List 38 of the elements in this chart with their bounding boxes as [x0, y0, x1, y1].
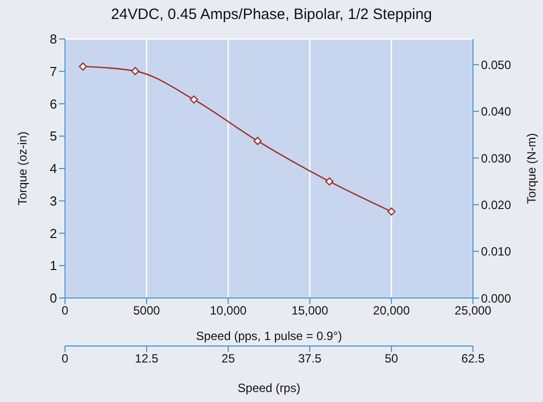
- x2-tick-label: 50: [384, 352, 398, 366]
- x2-tick-label: 12.5: [134, 352, 159, 366]
- y2-tick-label: 0.020: [481, 198, 512, 212]
- x2-axis-title: Speed (rps): [238, 381, 300, 395]
- y2-tick-label: 0.030: [481, 151, 512, 166]
- y-tick-label: 5: [50, 128, 57, 144]
- x-tick-label: 25,000: [454, 304, 492, 318]
- y2-tick-label: 0.000: [481, 291, 512, 306]
- y-tick-label: 7: [50, 64, 57, 79]
- y-tick-label: 0: [50, 290, 57, 306]
- y-tick-label: 1: [50, 258, 57, 274]
- point: [78, 62, 88, 71]
- x2-tick-label: 37.5: [298, 352, 322, 366]
- x-tick-label: 20,000: [373, 304, 410, 318]
- x-axis-title: Speed (pps, 1 pulse = 0.9°): [196, 329, 342, 343]
- point: [325, 177, 334, 186]
- y2-tick-label: 0.050: [481, 58, 512, 72]
- x2-tick-label: 0: [62, 352, 69, 366]
- point: [387, 207, 396, 216]
- point: [253, 136, 262, 146]
- x2-tick-label: 62.5: [461, 352, 485, 366]
- point: [190, 95, 198, 104]
- x-tick-label: 15,000: [291, 304, 328, 318]
- chart-title: 24VDC, 0.45 Amps/Phase, Bipolar, 1/2 Stepping: [110, 6, 434, 23]
- y2-axis-title: Torque (N-m): [524, 133, 538, 204]
- y-axis-title: Torque (oz-in): [15, 131, 30, 206]
- x-tick-label: 10,000: [210, 304, 247, 318]
- y-tick-label: 2: [50, 226, 57, 241]
- y-tick-label: 8: [50, 32, 57, 47]
- x-tick-label: 0: [62, 304, 69, 318]
- y2-tick-label: 0.040: [481, 104, 512, 119]
- x2-tick-label: 25: [222, 352, 236, 366]
- y2-tick-label: 0.010: [481, 244, 512, 259]
- y-tick-label: 6: [50, 96, 57, 112]
- y-tick-label: 3: [50, 193, 57, 208]
- x-tick-label: 5000: [133, 304, 160, 318]
- y-tick-label: 4: [50, 161, 57, 176]
- point: [131, 66, 140, 76]
